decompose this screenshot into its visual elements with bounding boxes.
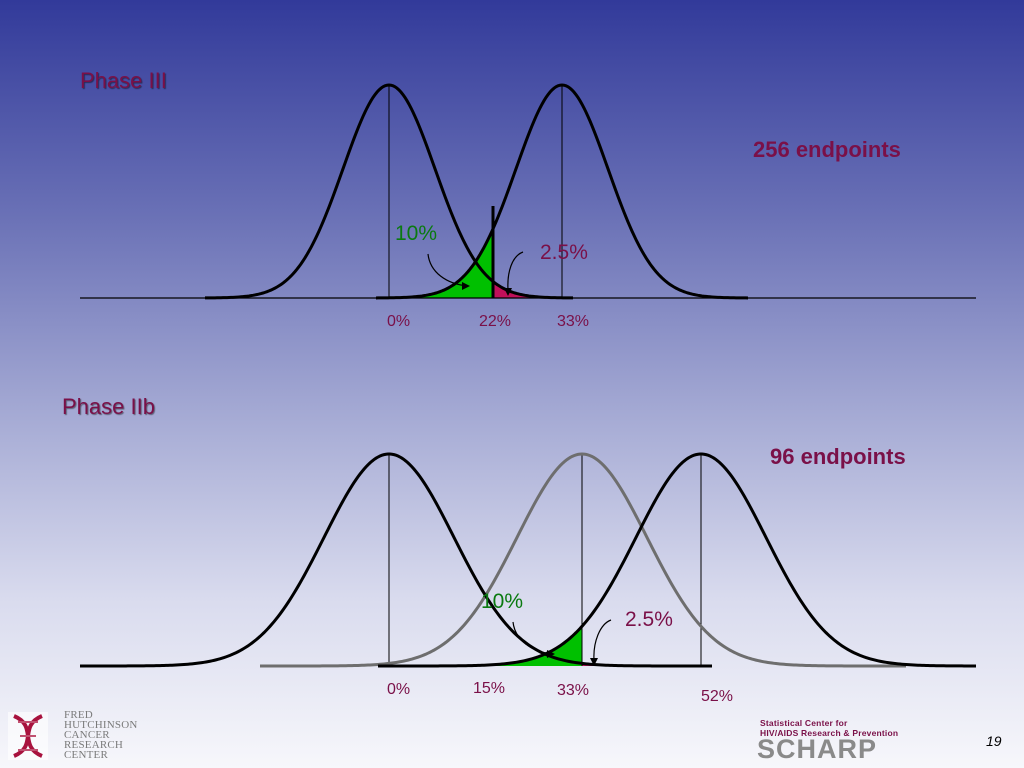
phase2b-alt-curve: [378, 452, 976, 668]
fhcrc-line-4: RESEARCH: [64, 739, 124, 751]
phase2b-tick-0: 0%: [387, 681, 411, 698]
phase2b-gray-curve: [260, 452, 906, 668]
phase3-tick-2: 33%: [557, 313, 590, 330]
scharp-wordmark: SCHARP: [757, 734, 878, 764]
phase3-alpha-arrowhead: [462, 282, 470, 290]
phase2b-panel: [80, 452, 976, 668]
phase3-beta-label: 2.5%: [540, 241, 588, 264]
phase3-tick-1: 22%: [479, 313, 512, 330]
fhcrc-line-1: FRED: [64, 709, 93, 721]
phase3-beta-arrowhead: [504, 288, 512, 296]
slide-number: 19: [986, 733, 1002, 749]
phase3-beta-arrow: [507, 251, 524, 291]
phase3-panel: [80, 83, 976, 300]
fhcrc-line-2: HUTCHINSON: [64, 719, 138, 731]
scharp-line-1: Statistical Center for: [760, 718, 848, 728]
phase2b-tick-1: 15%: [473, 680, 506, 697]
phase2b-tick-3: 52%: [701, 688, 734, 705]
phase2b-alpha-label: 10%: [481, 590, 524, 613]
phase3-green-area: [392, 228, 493, 298]
phase2b-endpoints-label: 96 endpoints: [770, 444, 906, 469]
scharp-logo: Statistical Center for HIV/AIDS Research…: [755, 716, 955, 764]
phase2b-title: Phase IIb: [62, 394, 155, 419]
fhcrc-logo: FRED HUTCHINSON CANCER RESEARCH CENTER: [8, 710, 148, 762]
phase3-tick-0: 0%: [387, 313, 411, 330]
phase2b-beta-arrowhead: [590, 658, 598, 666]
phase2b-null-curve: [80, 452, 712, 668]
dna-helix-icon: [8, 712, 48, 760]
phase2b-tick-2: 33%: [557, 682, 590, 699]
phase2b-beta-label: 2.5%: [625, 608, 673, 631]
phase3-endpoints-label: 256 endpoints: [753, 137, 901, 162]
scharp-line-2: HIV/AIDS Research & Prevention: [760, 728, 899, 738]
phase3-alt-curve: [375, 83, 749, 300]
phase3-magenta-area: [493, 281, 560, 298]
phase3-alpha-label: 10%: [395, 222, 438, 245]
phase3-title: Phase III: [80, 68, 167, 93]
phase2b-beta-arrow: [593, 619, 612, 661]
phase2b-alpha-arrowhead: [547, 650, 555, 658]
phase3-null-curve: [204, 83, 574, 300]
fhcrc-line-5: CENTER: [64, 749, 108, 761]
fhcrc-line-3: CANCER: [64, 729, 110, 741]
